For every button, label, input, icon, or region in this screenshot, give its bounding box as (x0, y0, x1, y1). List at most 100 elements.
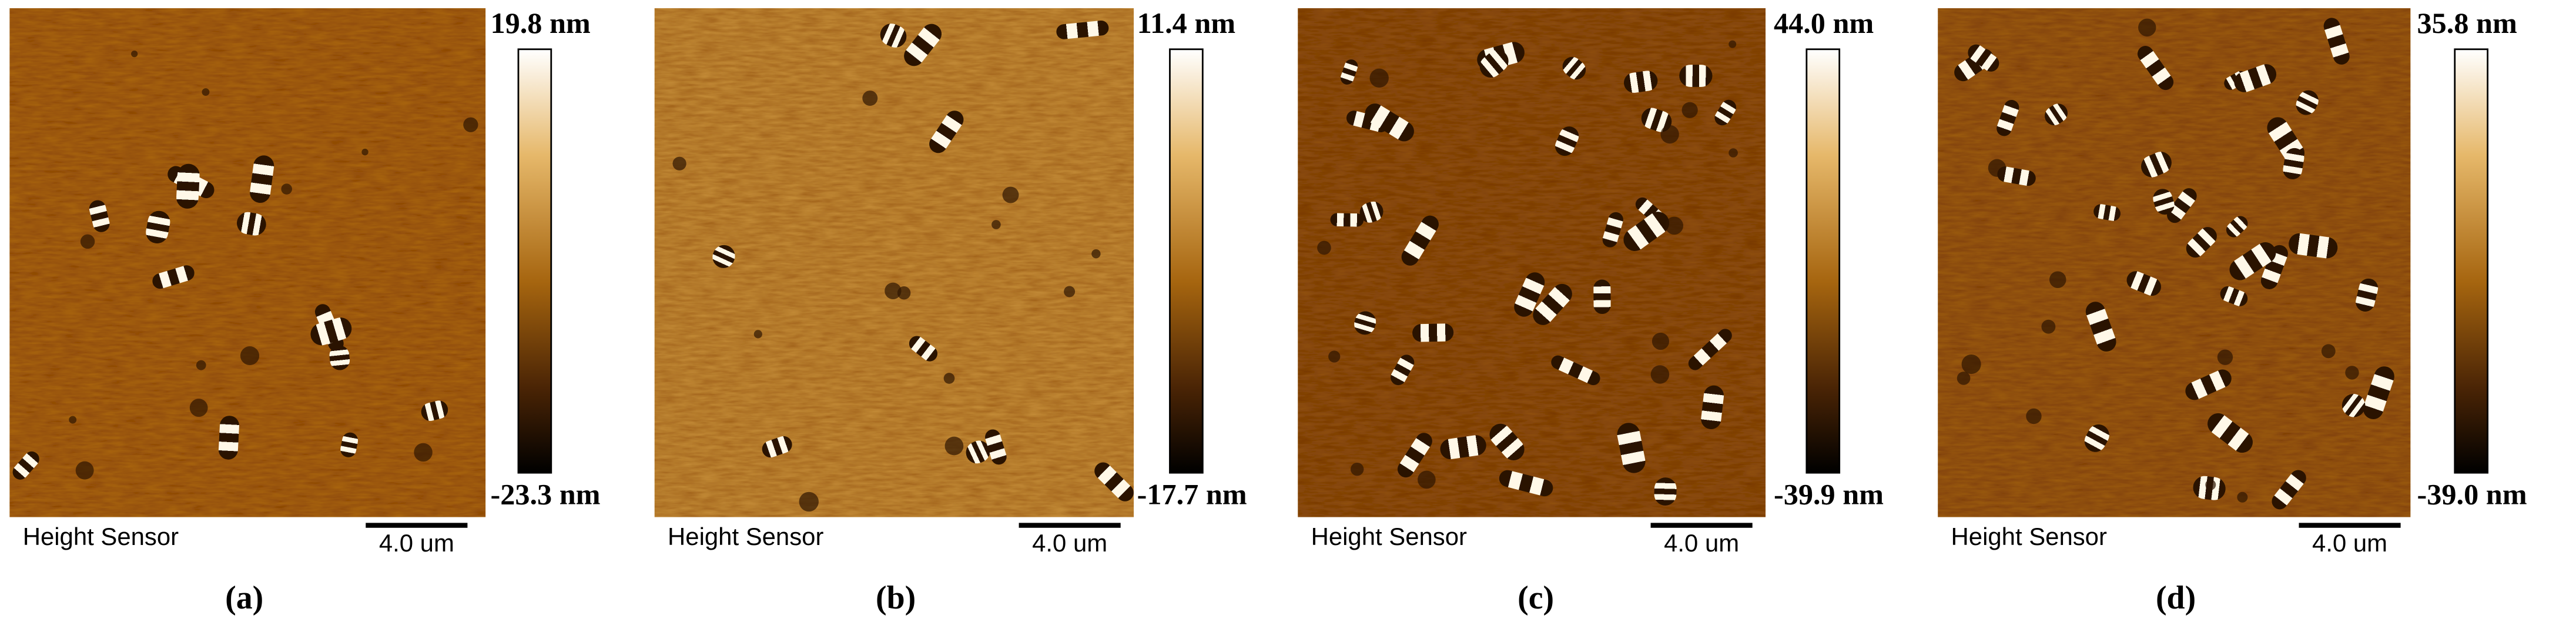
colorbar-max: 19.8 nm (490, 6, 590, 39)
pit (1957, 372, 1971, 385)
pit (991, 220, 1001, 229)
pit (80, 234, 95, 249)
scale-label: 4.0 um (2312, 529, 2387, 557)
feature (146, 210, 170, 243)
pit (196, 360, 206, 370)
feature (1479, 49, 1509, 78)
feature (1997, 166, 2036, 186)
feature (1354, 311, 1376, 335)
pit (1317, 240, 1331, 255)
feature (2220, 286, 2248, 306)
afm-image (1298, 8, 1766, 517)
afm-panel: 35.8 nm -39.0 nm Height Sensor 4.0 um (d) (1938, 6, 2527, 616)
pit (2345, 366, 2359, 380)
pit (944, 436, 964, 456)
pit (862, 91, 878, 106)
feature (2272, 470, 2306, 510)
pit (2217, 349, 2233, 365)
pit (2026, 408, 2042, 424)
pit (1729, 148, 1738, 158)
colorbar (1169, 48, 1204, 474)
feature (2185, 369, 2232, 400)
pit (131, 51, 138, 58)
feature (2093, 204, 2121, 221)
feature (1623, 212, 1670, 251)
colorbar (1805, 48, 1841, 474)
feature (89, 200, 110, 232)
feature (2226, 216, 2248, 238)
feature (340, 432, 359, 457)
pit (1660, 125, 1679, 144)
feature (909, 336, 938, 362)
sensor-label: Height Sensor (668, 523, 823, 550)
pit (69, 416, 77, 424)
pit (1961, 354, 1981, 374)
feature (1412, 323, 1454, 342)
feature (152, 265, 195, 289)
feature (1641, 108, 1672, 132)
pit (753, 330, 762, 339)
feature (1701, 385, 1724, 429)
afm-panel: 11.4 nm -17.7 nm Height Sensor 4.0 um (b) (654, 6, 1247, 616)
feature (1968, 44, 1999, 72)
colorbar-min: -17.7 nm (1137, 478, 1247, 511)
feature (1533, 283, 1572, 325)
pit (885, 282, 902, 300)
pit (75, 461, 94, 480)
afm-panel: 44.0 nm -39.9 nm Height Sensor 4.0 um (c) (1298, 6, 1884, 616)
colorbar-min: -39.0 nm (2417, 478, 2527, 511)
feature (1489, 423, 1525, 460)
pit (202, 88, 210, 96)
pit (1665, 216, 1683, 235)
feature (1359, 201, 1384, 223)
pit (2205, 479, 2216, 490)
feature (985, 429, 1007, 465)
pit (1650, 365, 1670, 384)
feature (1997, 100, 2019, 136)
feature (1688, 329, 1732, 370)
colorbar-max: 35.8 nm (2417, 6, 2517, 39)
feature (1617, 423, 1646, 473)
pit (897, 286, 911, 300)
feature (176, 163, 200, 209)
feature (1679, 65, 1713, 87)
feature (2153, 189, 2175, 215)
feature (904, 24, 942, 66)
panel-label: (d) (2156, 580, 2196, 616)
feature (2186, 227, 2217, 258)
feature (310, 317, 352, 346)
feature (880, 24, 907, 48)
feature (966, 440, 990, 464)
feature (1340, 59, 1358, 85)
feature (2323, 18, 2350, 65)
feature (2085, 302, 2116, 352)
pit (2321, 344, 2336, 359)
pit (1091, 249, 1101, 259)
scale-label: 4.0 um (1664, 529, 1739, 557)
pit (463, 117, 478, 132)
pit (1418, 470, 1436, 489)
afm-image (1938, 8, 2411, 517)
colorbar-min: -23.3 nm (490, 478, 600, 511)
feature (1440, 435, 1486, 460)
feature (2234, 64, 2277, 92)
feature (250, 155, 274, 203)
feature (2137, 46, 2174, 91)
feature (12, 451, 39, 480)
feature (2289, 233, 2338, 259)
pit (943, 373, 955, 384)
pit (1328, 350, 1341, 363)
scale-label: 4.0 um (1032, 529, 1107, 557)
feature (1555, 126, 1579, 156)
feature (1624, 71, 1658, 93)
pit (1729, 40, 1737, 48)
afm-image (654, 8, 1134, 517)
panel-label: (c) (1518, 580, 1554, 616)
panel-label: (b) (876, 580, 916, 616)
sensor-label: Height Sensor (1951, 523, 2107, 550)
feature (2229, 242, 2276, 280)
pit (1681, 102, 1698, 118)
pit (1652, 332, 1670, 350)
feature (2141, 152, 2172, 178)
